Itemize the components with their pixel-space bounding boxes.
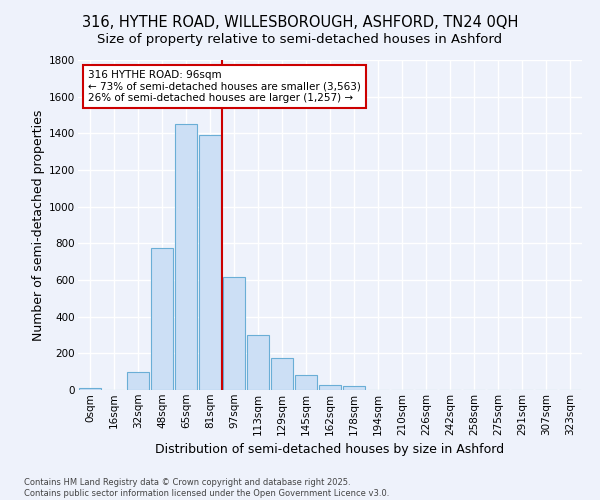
Text: Size of property relative to semi-detached houses in Ashford: Size of property relative to semi-detach… [97,32,503,46]
Bar [175,124,197,390]
Bar [271,358,293,390]
Text: Contains HM Land Registry data © Crown copyright and database right 2025.
Contai: Contains HM Land Registry data © Crown c… [24,478,389,498]
X-axis label: Distribution of semi-detached houses by size in Ashford: Distribution of semi-detached houses by … [155,443,505,456]
Text: 316 HYTHE ROAD: 96sqm
← 73% of semi-detached houses are smaller (3,563)
26% of s: 316 HYTHE ROAD: 96sqm ← 73% of semi-deta… [88,70,361,103]
Bar [319,384,341,390]
Bar [151,248,173,390]
Bar [343,386,365,390]
Bar [295,376,317,390]
Bar [199,135,221,390]
Bar [79,388,101,390]
Y-axis label: Number of semi-detached properties: Number of semi-detached properties [32,110,45,340]
Bar [247,335,269,390]
Text: 316, HYTHE ROAD, WILLESBOROUGH, ASHFORD, TN24 0QH: 316, HYTHE ROAD, WILLESBOROUGH, ASHFORD,… [82,15,518,30]
Bar [127,372,149,390]
Bar [223,277,245,390]
